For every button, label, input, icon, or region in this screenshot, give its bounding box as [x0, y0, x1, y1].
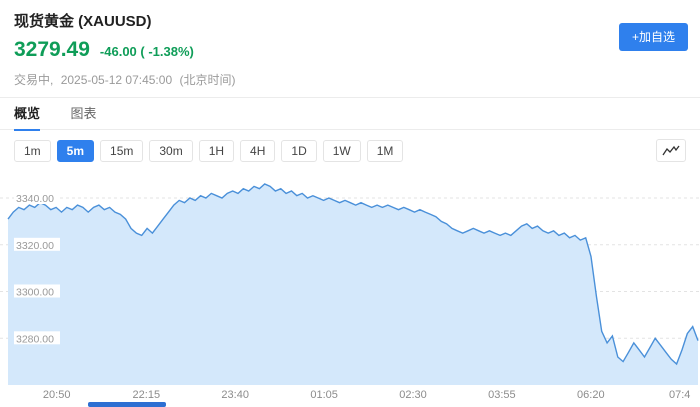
timeframe-1m[interactable]: 1m [14, 139, 51, 162]
tab-bar: 概览 图表 [0, 97, 700, 131]
price-row: 3279.49 -46.00 ( -1.38%) [14, 38, 686, 62]
x-axis: 20:50 22:15 23:40 01:05 02:30 03:55 06:20 07:4 [0, 387, 700, 405]
timeframe-bar: 1m 5m 15m 30m 1H 4H 1D 1W 1M [0, 130, 700, 170]
timeframe-1m[interactable]: 1M [366, 139, 404, 162]
line-chart-icon[interactable] [656, 139, 686, 162]
trading-status: 交易中, [14, 73, 54, 87]
last-price: 3279.49 [14, 38, 90, 61]
page-title: 现货黄金 (XAUUSD) [14, 13, 152, 30]
timezone-label: (北京时间) [179, 73, 236, 87]
add-watchlist-button[interactable]: +加自选 [618, 23, 688, 51]
y-axis-label-bg [14, 284, 60, 298]
y-axis-label: 3300.00 [16, 287, 54, 299]
timeframe-30m[interactable]: 30m [149, 139, 193, 162]
y-axis-label: 3280.00 [16, 333, 54, 345]
tab-overview[interactable]: 概览 [14, 98, 41, 131]
tab-chart[interactable]: 图表 [70, 106, 97, 121]
timeframe-1h[interactable]: 1H [198, 139, 235, 162]
timestamp: 2025-05-12 07:45:00 [60, 73, 173, 87]
timeframe-1w[interactable]: 1W [322, 139, 361, 162]
status-row: 交易中, 2025-05-12 07:45:00 (北京时间) [14, 71, 686, 88]
y-axis-label: 3320.00 [16, 240, 54, 252]
x-axis-label: 22:15 [132, 389, 161, 401]
price-line [7, 183, 699, 366]
x-axis-label: 03:55 [488, 389, 516, 401]
line-chart-glyph [662, 145, 680, 155]
x-axis-label: 02:30 [399, 389, 427, 401]
y-axis-label-bg [14, 331, 60, 345]
timeframe-15m[interactable]: 15m [100, 139, 144, 162]
chart-canvas: 3340.00 3320.00 3300.00 3280.00 [0, 183, 700, 385]
price-area [8, 184, 698, 385]
x-axis-label: 06:20 [577, 389, 605, 401]
y-axis-label-bg [14, 191, 60, 204]
timeframe-buttons: 1m 5m 15m 30m 1H 4H 1D 1W 1M [14, 139, 404, 162]
timeframe-5m[interactable]: 5m [56, 139, 95, 162]
price-chart[interactable]: 3340.00 3320.00 3300.00 3280.00 20:50 22:15 2… [0, 170, 700, 405]
timeframe-1d[interactable]: 1D [281, 139, 317, 162]
y-axis-label-bg [14, 237, 60, 251]
y-axis-label: 3340.00 [16, 193, 54, 205]
scrollbar-thumb[interactable] [88, 402, 166, 407]
x-axis-label: 01:05 [310, 389, 338, 401]
header: 现货黄金 (XAUUSD) 3279.49 -46.00 ( -1.38%) +… [0, 0, 700, 88]
x-axis-label: 23:40 [221, 389, 249, 401]
price-change: -46.00 ( -1.38%) [99, 44, 194, 59]
x-axis-label: 07:4 [668, 389, 691, 401]
x-axis-label: 20:50 [42, 389, 71, 401]
timeframe-4h[interactable]: 4H [240, 139, 276, 162]
